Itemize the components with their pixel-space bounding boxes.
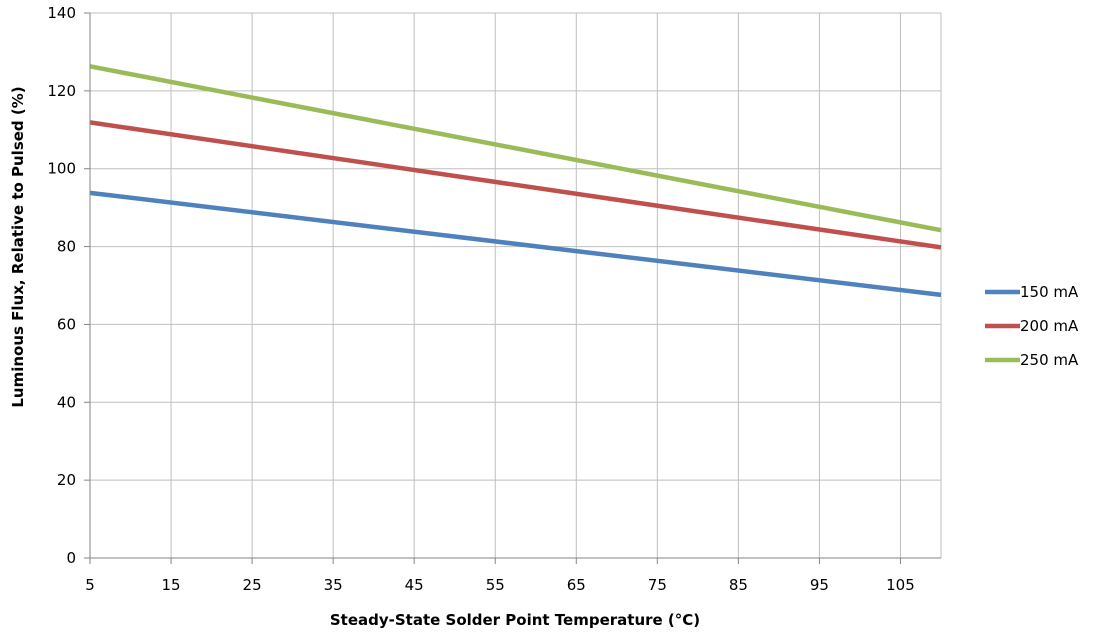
x-tick-label: 65: [567, 576, 586, 594]
x-axis-title: Steady-State Solder Point Temperature (°…: [330, 611, 700, 629]
series-line-150-ma: [89, 190, 942, 298]
legend-label: 200 mA: [1020, 317, 1079, 335]
x-tick-label: 75: [648, 576, 667, 594]
series-line-250-ma: [89, 64, 942, 233]
x-tick-label: 35: [324, 576, 343, 594]
x-tick-label: 5: [85, 576, 95, 594]
x-tick-label: 45: [405, 576, 424, 594]
y-tick-label: 140: [47, 4, 76, 22]
legend: 150 mA 200 mA 250 mA: [985, 283, 1079, 369]
x-tick-label: 55: [486, 576, 505, 594]
x-tick-label: 15: [162, 576, 181, 594]
legend-label: 150 mA: [1020, 283, 1079, 301]
legend-label: 250 mA: [1020, 351, 1079, 369]
series-lines: [89, 64, 942, 298]
x-tick-label: 25: [243, 576, 262, 594]
y-tick-label: 100: [47, 160, 76, 178]
y-tick-label: 40: [57, 393, 76, 411]
x-tick-label: 105: [886, 576, 915, 594]
y-tick-label: 80: [57, 238, 76, 256]
y-tick-label: 120: [47, 82, 76, 100]
y-tick-label: 60: [57, 315, 76, 333]
y-tick-label: 0: [66, 549, 76, 567]
x-tick-label: 95: [810, 576, 829, 594]
gridlines: [90, 12, 942, 558]
y-axis-title: Luminous Flux, Relative to Pulsed (%): [9, 86, 27, 407]
series-line-200-ma: [89, 120, 942, 250]
y-tick-label: 20: [57, 471, 76, 489]
axes: [84, 12, 941, 564]
x-tick-label: 85: [729, 576, 748, 594]
tick-labels: 0 20 40 60 80 100 120 140 5 15 25 35 45 55 65 75 85 95 105: [47, 4, 914, 594]
